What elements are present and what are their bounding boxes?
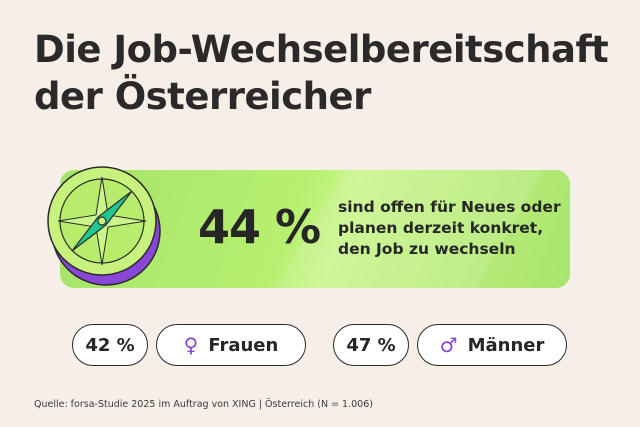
venus-icon: ♀ — [183, 333, 199, 357]
description-line-3: den Job zu wechseln — [338, 240, 516, 258]
compass-icon — [47, 166, 161, 286]
compass-center — [97, 216, 107, 226]
men-label: Männer — [467, 334, 545, 356]
women-percent-pill: 42 % — [72, 324, 148, 366]
women-label: Frauen — [208, 334, 279, 356]
source-note: Quelle: forsa-Studie 2025 im Auftrag von… — [34, 399, 373, 410]
title-line-2: der Österreicher — [34, 75, 371, 118]
description-line-2: planen derzeit konkret, — [338, 219, 544, 237]
description-line-1: sind offen für Neues oder — [338, 198, 561, 216]
men-label-pill: ♂ Männer — [417, 324, 567, 366]
mars-icon: ♂ — [439, 333, 458, 357]
overall-percent: 44 % — [198, 200, 321, 254]
page-title: Die Job-Wechselbereitschaft der Österrei… — [34, 26, 609, 120]
title-line-1: Die Job-Wechselbereitschaft — [34, 28, 609, 71]
men-percent: 47 % — [346, 334, 396, 356]
women-percent: 42 % — [85, 334, 135, 356]
women-label-pill: ♀ Frauen — [156, 324, 306, 366]
highlight-description: sind offen für Neues oder planen derzeit… — [338, 197, 561, 260]
men-percent-pill: 47 % — [333, 324, 409, 366]
